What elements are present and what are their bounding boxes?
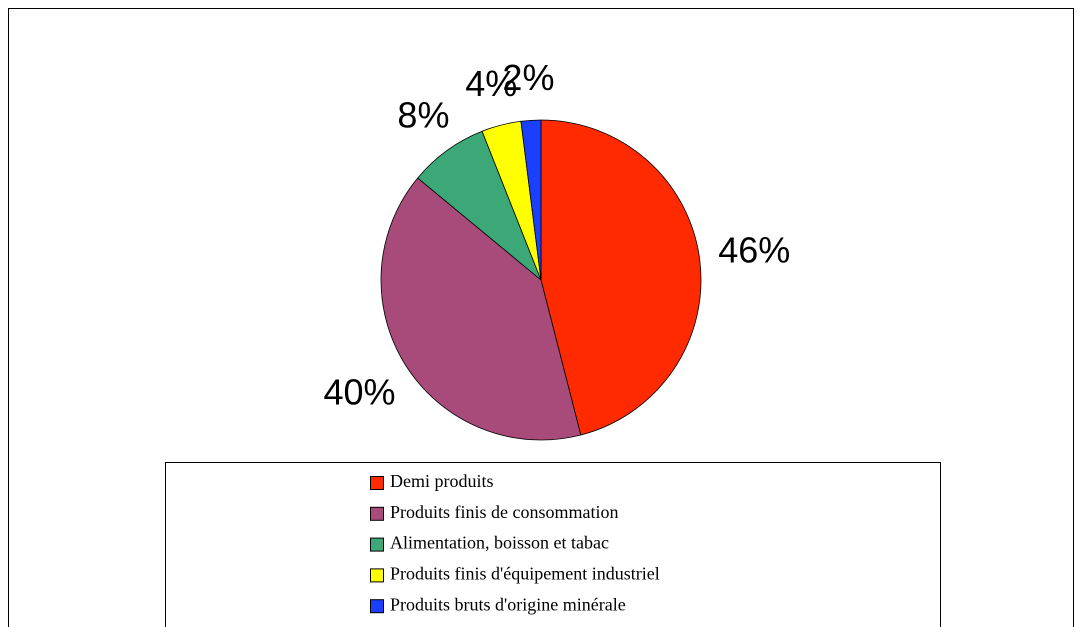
legend-swatch (370, 568, 384, 583)
legend-label: Produits finis d'équipement industriel (390, 564, 660, 584)
legend-swatch (370, 599, 384, 614)
legend-swatch (370, 537, 384, 552)
pie-slice (520, 119, 542, 281)
data-label: 4% (465, 63, 517, 104)
legend-box (165, 462, 941, 627)
legend-label: Alimentation, boisson et tabac (390, 533, 609, 553)
data-label: 46% (718, 230, 790, 271)
data-label: 40% (323, 372, 395, 413)
legend-label: Produits bruts d'origine minérale (390, 594, 626, 614)
pie-slice (380, 177, 582, 441)
legend-label: Produits finis de consommation (390, 502, 619, 522)
legend-label: Demi produits (390, 471, 494, 491)
data-label: 8% (397, 95, 449, 136)
data-label: 2% (502, 57, 554, 98)
pie-slice (540, 119, 702, 436)
legend-swatch (370, 476, 384, 490)
legend-swatch (370, 506, 384, 521)
